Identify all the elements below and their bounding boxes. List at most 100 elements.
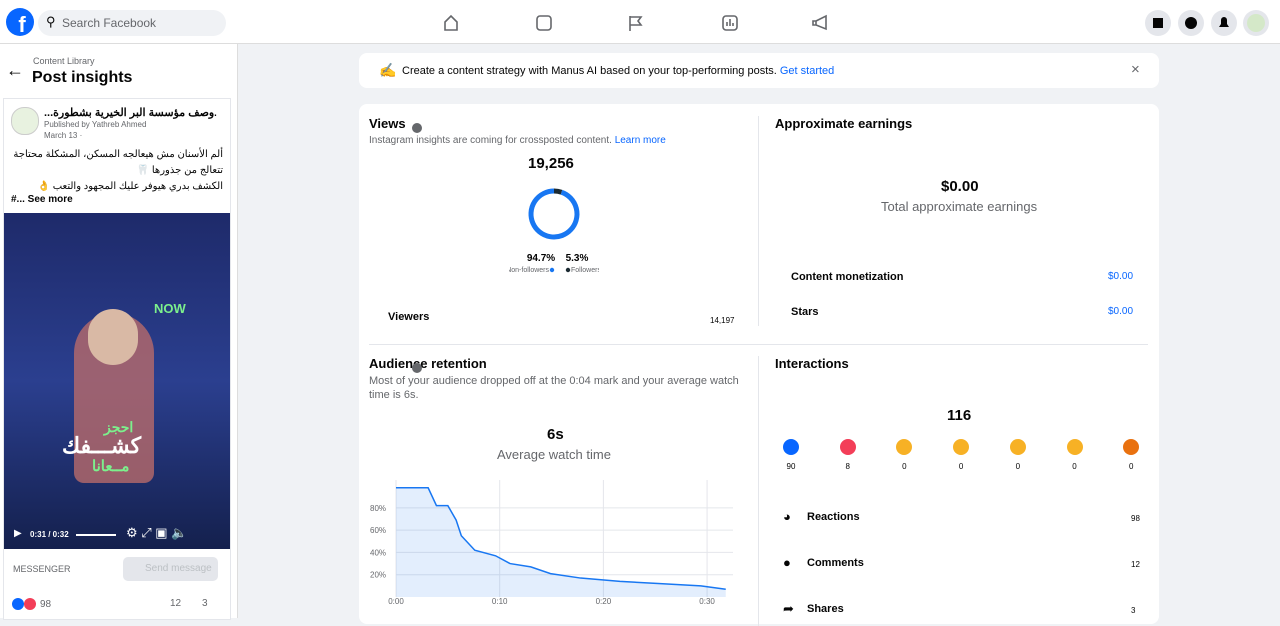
messenger-label: MESSENGER xyxy=(13,564,71,574)
insights-card: Views Instagram insights are coming for … xyxy=(359,104,1159,626)
x-tick-label: 0:30 xyxy=(699,597,715,606)
row-icon: ➦ xyxy=(783,601,794,616)
video-text: كشـــفك xyxy=(62,433,142,458)
viewers-value: 14,197 xyxy=(710,316,735,325)
info-icons xyxy=(412,123,422,373)
svg-text:f: f xyxy=(18,12,26,36)
row-value: 12 xyxy=(1131,560,1140,569)
donut-label: Non-followers xyxy=(509,267,549,274)
reaction-count: 90 xyxy=(786,462,796,471)
sidebar-title: Post insights xyxy=(32,69,133,86)
viewers-label: Viewers xyxy=(388,311,430,323)
row-label: Comments xyxy=(807,557,864,569)
reaction-icon xyxy=(1123,439,1140,455)
search-placeholder: Search Facebook xyxy=(62,16,157,30)
reaction-icon xyxy=(1066,439,1083,455)
views-note: Instagram insights are coming for crossp… xyxy=(369,135,666,146)
reaction-count: 0 xyxy=(958,462,964,471)
post-line: ألم الأسنان مش هيعالجه المسكن، المشكلة م… xyxy=(13,149,223,160)
views-title: Views xyxy=(369,116,406,131)
video-text: مــعانا xyxy=(92,458,130,475)
legend-dot xyxy=(565,267,571,273)
retention-chart: 20% 40% 60% 80% 0:00 0:10 0:20 0:30 xyxy=(370,480,733,606)
y-tick-label: 80% xyxy=(370,504,386,513)
donut: 94.7% Non-followers 5.3% Followers xyxy=(509,188,599,274)
reaction-count: 0 xyxy=(1128,462,1134,471)
post-line: تتعالج من جذورها 🦷 xyxy=(136,165,223,176)
donut-label: Followers xyxy=(571,267,599,274)
send-message[interactable]: Send message xyxy=(123,557,218,581)
page-name[interactable]: وصف مؤسسة البر الخيرية بشطورة... xyxy=(44,107,215,119)
logo[interactable]: f xyxy=(6,8,34,36)
average-caption: Average watch time xyxy=(497,447,611,462)
earnings-caption: Total approximate earnings xyxy=(881,199,1038,214)
topbar: f Search Facebook ⚲ xyxy=(0,0,1280,44)
page-avatar[interactable] xyxy=(11,107,39,135)
reaction-icon xyxy=(783,439,799,455)
donut-segment xyxy=(528,188,580,240)
donut-value: 5.3% xyxy=(566,253,589,264)
reaction-count: 8 xyxy=(845,462,850,471)
y-tick-label: 20% xyxy=(370,571,386,580)
post-line: الكشف بدري هيوفر عليك المجهود والتعب 👌 xyxy=(37,181,223,192)
nav-icons[interactable] xyxy=(440,12,840,34)
close[interactable]: × xyxy=(1131,61,1140,78)
comment-count[interactable]: 12 xyxy=(170,598,182,609)
reaction-icon xyxy=(1009,439,1026,455)
donut-segment xyxy=(553,188,563,195)
earnings-title: Approximate earnings xyxy=(775,116,913,131)
row-icon: ◕ xyxy=(783,509,791,524)
video-time: 0:31 / 0:32 xyxy=(30,530,69,539)
row-value: 98 xyxy=(1131,514,1140,523)
see-more[interactable]: #... See more xyxy=(11,194,73,205)
row-value: $0.00 xyxy=(1108,271,1134,282)
post-date: March 13 · xyxy=(44,131,83,140)
search[interactable]: Search Facebook ⚲ xyxy=(38,10,226,36)
x-tick-label: 0:10 xyxy=(492,597,508,606)
row-label: Reactions xyxy=(807,511,860,523)
post: وصف مؤسسة البر الخيرية بشطورة... … Publi… xyxy=(3,98,231,620)
reaction-count: 0 xyxy=(902,462,907,471)
reaction-count[interactable]: 98 xyxy=(40,599,52,610)
banner: ✍ Create a content strategy with Manus A… xyxy=(359,53,1159,88)
reaction-icon xyxy=(953,439,970,455)
reaction-count: 0 xyxy=(1072,462,1077,471)
retention-area xyxy=(396,487,726,597)
row-label: Stars xyxy=(791,306,819,318)
interactions-title: Interactions xyxy=(775,356,849,371)
average-watch: 6s xyxy=(547,426,564,443)
send-message-text: Send message xyxy=(145,563,212,574)
note-text: Instagram insights are coming for crossp… xyxy=(369,135,612,146)
account-icons[interactable] xyxy=(1144,9,1272,37)
banner-message: Create a content strategy with Manus AI … xyxy=(402,65,777,77)
share-count[interactable]: 3 xyxy=(202,598,208,609)
earnings-total: $0.00 xyxy=(941,178,979,195)
retention-description: Most of your audience dropped off at the… xyxy=(369,375,739,401)
y-tick-label: 40% xyxy=(370,548,386,557)
views-total: 19,256 xyxy=(528,155,574,172)
y-tick-label: 60% xyxy=(370,526,386,535)
row-label: Shares xyxy=(807,603,844,615)
banner-link[interactable]: Get started xyxy=(779,65,835,77)
reaction-icon xyxy=(896,439,913,455)
x-tick-label: 0:20 xyxy=(596,597,612,606)
interactions-total: 116 xyxy=(947,407,972,424)
back[interactable]: ← xyxy=(6,60,24,80)
reaction-count: 0 xyxy=(1015,462,1021,471)
banner-text: Create a content strategy with Manus AI … xyxy=(402,65,834,77)
video-badge: NOW xyxy=(154,301,186,316)
learn-more[interactable]: Learn more xyxy=(614,135,666,146)
sidebar: ← Content Library Post insights وصف مؤسس… xyxy=(0,44,238,620)
row-label: Content monetization xyxy=(791,271,904,283)
reaction-icon xyxy=(839,439,856,455)
row-value: $0.00 xyxy=(1108,306,1134,317)
retention-title: Audience retention xyxy=(369,356,487,371)
video-text: احجز xyxy=(104,419,134,435)
breadcrumb[interactable]: Content Library xyxy=(33,56,95,66)
row-icon: ● xyxy=(783,555,791,570)
video[interactable]: NOW احجز كشـــفك مــعانا ▶ 0:31 / 0:32 ⚙… xyxy=(4,213,230,549)
donut-value: 94.7% xyxy=(527,253,555,264)
retention-line xyxy=(396,487,726,590)
row-value: 3 xyxy=(1131,606,1136,615)
